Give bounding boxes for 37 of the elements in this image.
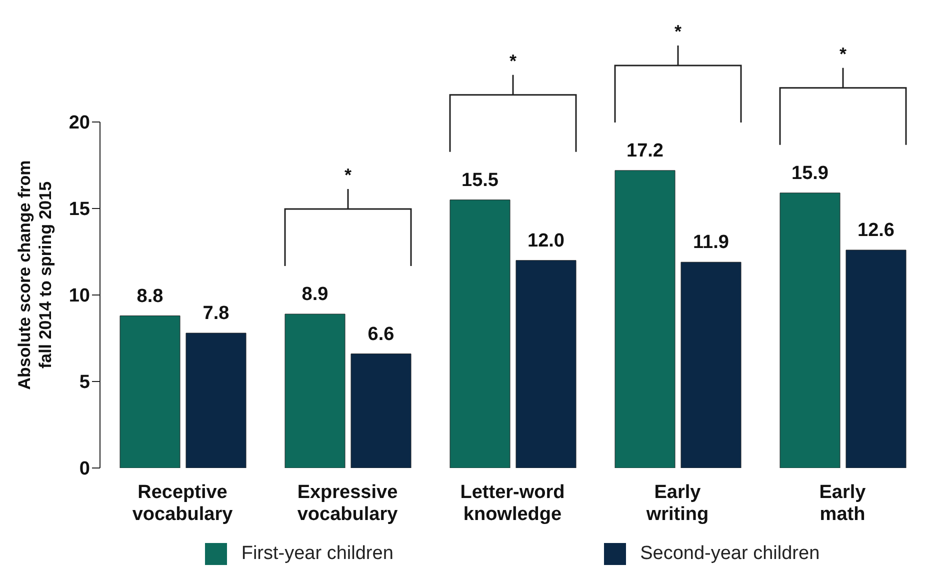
bar xyxy=(186,332,246,468)
bar xyxy=(450,200,510,468)
data-label: 6.6 xyxy=(368,324,394,345)
data-label: 12.0 xyxy=(528,230,564,252)
data-label: 12.6 xyxy=(858,220,894,242)
data-label: 17.2 xyxy=(626,140,664,162)
legend-label: First-year children xyxy=(241,543,394,565)
y-axis-title: Absolute score change from fall 2014 to spring 2015 xyxy=(15,160,55,390)
bar xyxy=(780,192,840,468)
bar xyxy=(350,354,412,468)
x-tick-label: Early writing xyxy=(645,482,709,525)
data-label: 15.9 xyxy=(792,162,828,184)
text: * xyxy=(509,50,517,71)
data-label: 8.9 xyxy=(302,284,328,306)
x-tick-label: Letter-word knowledge xyxy=(460,482,565,525)
data-label: 11.9 xyxy=(693,232,729,254)
bar xyxy=(516,260,576,468)
bar xyxy=(614,170,676,468)
text: * xyxy=(839,44,847,64)
y-tick-label: 20 xyxy=(68,112,90,134)
bar xyxy=(680,262,742,468)
bar xyxy=(846,250,906,468)
text: * xyxy=(674,21,682,42)
y-tick-label: 15 xyxy=(68,199,90,220)
y-tick-label: 10 xyxy=(68,286,90,307)
bar xyxy=(284,314,346,468)
legend-label: Second-year children xyxy=(640,543,820,565)
x-tick-label: Expressive vocabulary xyxy=(297,482,398,525)
y-tick-label: 0 xyxy=(79,458,90,480)
bar xyxy=(120,316,180,468)
x-tick-label: Early math xyxy=(819,482,866,525)
data-label: 8.8 xyxy=(136,286,164,307)
x-tick-label: Receptive vocabulary xyxy=(132,482,234,525)
annotation: * xyxy=(344,165,352,186)
data-label: 15.5 xyxy=(462,170,499,191)
data-label: 7.8 xyxy=(202,303,230,324)
y-tick-label: 5 xyxy=(79,372,90,394)
